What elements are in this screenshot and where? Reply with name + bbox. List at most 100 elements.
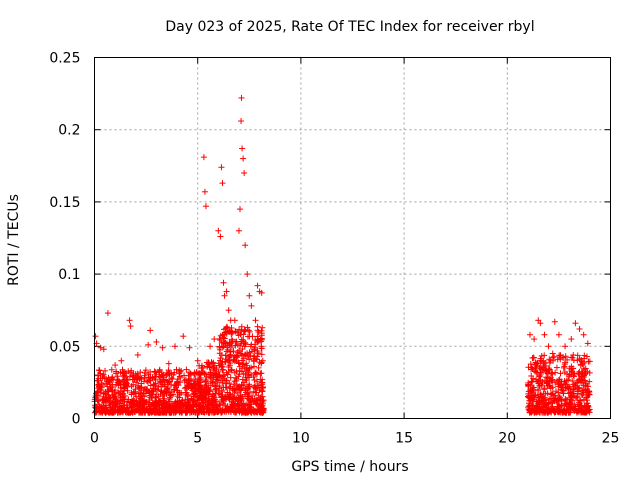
data-point [118, 400, 125, 407]
data-point [124, 377, 131, 384]
data-point [180, 402, 187, 409]
data-point [185, 378, 192, 385]
data-point [541, 331, 548, 338]
data-point [184, 398, 191, 405]
data-point [141, 393, 148, 400]
data-point [147, 327, 154, 334]
data-point [238, 118, 245, 125]
data-point [557, 370, 564, 377]
data-point [165, 379, 172, 386]
data-point [258, 289, 265, 296]
data-point [181, 385, 188, 392]
data-point [102, 409, 109, 416]
data-point [126, 317, 133, 324]
data-point [545, 343, 552, 350]
x-axis-label: GPS time / hours [291, 459, 408, 475]
data-point [189, 385, 196, 392]
data-point [159, 344, 166, 351]
data-point [581, 352, 588, 359]
data-point [186, 344, 193, 351]
data-point [136, 408, 143, 415]
data-point [160, 398, 167, 405]
data-point [188, 381, 195, 388]
data-point [98, 379, 105, 386]
data-point [555, 331, 562, 338]
grid [94, 57, 611, 419]
data-point [97, 370, 104, 377]
x-tick-label: 15 [395, 431, 413, 447]
data-point [248, 302, 255, 309]
data-point [114, 379, 121, 386]
data-point [94, 372, 101, 379]
data-point [158, 388, 165, 395]
data-point [110, 408, 117, 415]
data-point [185, 382, 192, 389]
data-point [135, 383, 142, 390]
data-point [134, 351, 141, 358]
data-point [244, 271, 251, 278]
data-point [207, 343, 214, 350]
data-point [215, 227, 222, 234]
y-tick-label: 0.2 [58, 123, 80, 139]
data-point [240, 155, 247, 162]
data-point [147, 374, 154, 381]
data-point [169, 375, 176, 382]
data-point [194, 357, 201, 364]
data-point [124, 398, 131, 405]
data-point [562, 343, 569, 350]
x-tick-label: 20 [498, 431, 516, 447]
chart-title: Day 023 of 2025, Rate Of TEC Index for r… [165, 19, 534, 35]
data-point [218, 164, 225, 171]
data-point [102, 367, 109, 374]
data-point [138, 390, 145, 397]
data-point [119, 391, 126, 398]
data-point [157, 374, 164, 381]
data-point [112, 362, 119, 369]
data-point [137, 389, 144, 396]
data-point [176, 389, 183, 396]
data-point [220, 279, 227, 286]
data-point [163, 386, 170, 393]
data-point [586, 358, 593, 365]
data-point [551, 318, 558, 325]
data-point [181, 372, 188, 379]
data-points [91, 94, 593, 416]
data-point [183, 366, 190, 373]
data-point [241, 170, 248, 177]
data-point [176, 368, 183, 375]
data-point [183, 409, 190, 416]
data-point [117, 409, 124, 416]
data-point [95, 385, 102, 392]
data-point [141, 378, 148, 385]
data-point [127, 399, 134, 406]
y-axis-label: ROTI / TECUs [6, 194, 22, 286]
data-point [246, 292, 253, 299]
data-point [259, 324, 266, 331]
data-point [191, 372, 198, 379]
data-point [221, 292, 228, 299]
data-point [252, 317, 259, 324]
data-point [238, 94, 245, 101]
data-point [171, 343, 178, 350]
data-point [527, 331, 534, 338]
data-point [113, 399, 120, 406]
data-point [118, 357, 125, 364]
data-point [156, 378, 163, 385]
data-point [173, 380, 180, 387]
data-point [186, 369, 193, 376]
data-point [113, 370, 120, 377]
data-point [131, 376, 138, 383]
data-point [200, 154, 207, 161]
data-point [92, 333, 99, 340]
data-point [239, 145, 246, 152]
y-tick-label: 0.15 [49, 195, 80, 211]
data-point [145, 409, 152, 416]
data-point [126, 373, 133, 380]
data-point [100, 346, 107, 353]
data-point [580, 331, 587, 338]
data-point [104, 310, 111, 317]
data-point [225, 307, 232, 314]
data-point [537, 320, 544, 327]
x-tick-label: 10 [292, 431, 310, 447]
